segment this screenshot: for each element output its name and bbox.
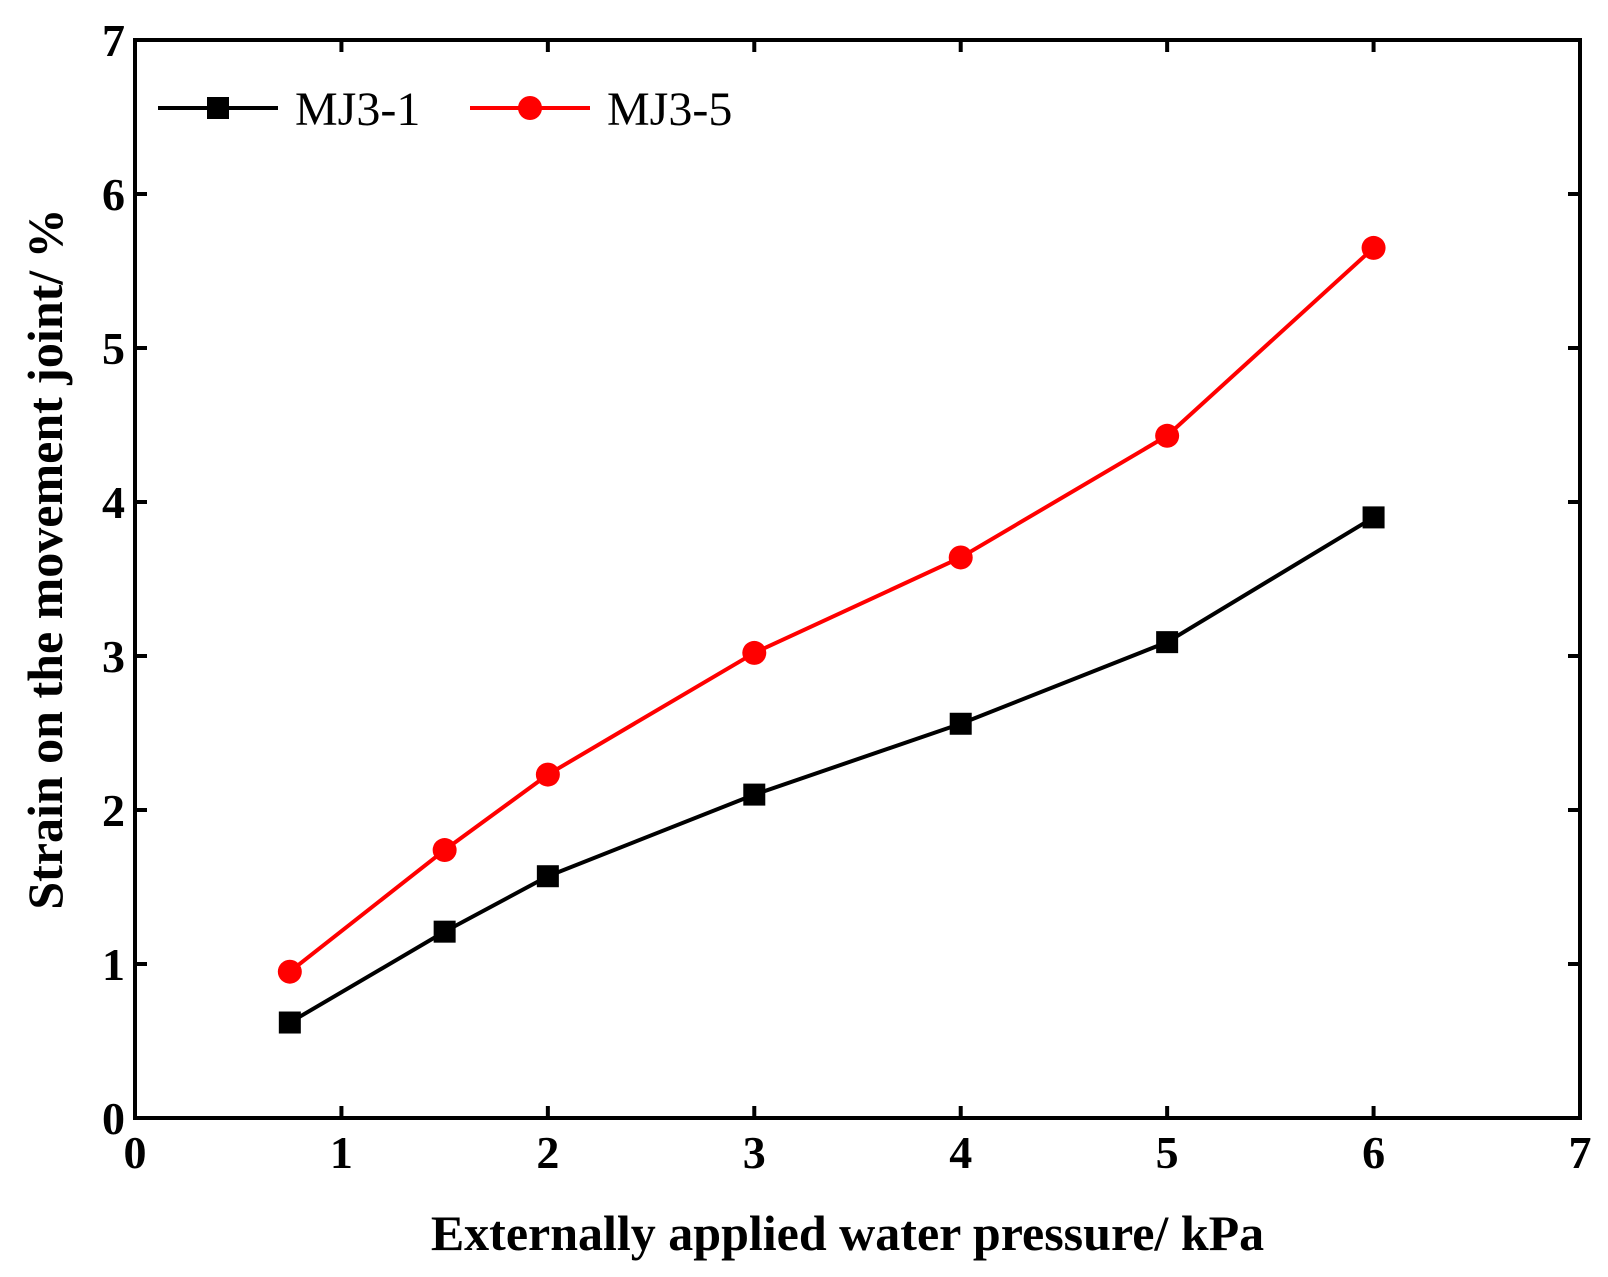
data-point	[949, 712, 972, 735]
axes	[133, 38, 1582, 1120]
legend-entry: MJ3-5	[470, 83, 732, 136]
legend-marker	[207, 97, 229, 119]
y-tick-label: 2	[102, 785, 125, 836]
x-tick-label: 3	[743, 1127, 766, 1178]
data-point	[1155, 423, 1180, 448]
x-tick-label: 0	[124, 1127, 147, 1178]
data-point	[278, 1011, 301, 1034]
data-point	[432, 838, 457, 863]
ticks: 0 1 2 3 4 5 6 7 0 1 2 3 4 5 6 7	[102, 15, 1592, 1178]
data-point	[536, 865, 559, 888]
legend-label: MJ3-5	[607, 83, 732, 136]
data-point	[1362, 506, 1385, 529]
plot-frame	[133, 38, 1582, 1120]
series-MJ3-5	[277, 235, 1386, 984]
x-tick-label: 2	[536, 1127, 559, 1178]
data-point	[742, 640, 767, 665]
series-line	[288, 246, 1375, 974]
y-tick-label: 7	[102, 15, 125, 66]
x-tick-label: 5	[1156, 1127, 1179, 1178]
x-tick-label: 7	[1569, 1127, 1592, 1178]
x-tick-label: 6	[1362, 1127, 1385, 1178]
x-tick-label: 4	[949, 1127, 972, 1178]
y-tick-label: 4	[102, 477, 125, 528]
series-line	[288, 515, 1375, 1025]
y-axis-title: Strain on the movement joint/ %	[17, 208, 73, 909]
data-point	[535, 762, 560, 787]
legend-label: MJ3-1	[295, 83, 420, 136]
y-tick-label: 0	[102, 1093, 125, 1144]
data-point	[277, 959, 302, 984]
legend-marker	[518, 96, 542, 120]
y-tick-label: 5	[102, 323, 125, 374]
series-MJ3-1	[278, 506, 1385, 1034]
legend-entry: MJ3-1	[158, 83, 420, 136]
data-point	[1156, 631, 1179, 654]
y-tick-label: 3	[102, 631, 125, 682]
series	[277, 235, 1386, 1034]
y-tick-label: 1	[102, 939, 125, 990]
data-point	[433, 920, 456, 943]
x-axis-title: Externally applied water pressure/ kPa	[431, 1205, 1264, 1261]
y-tick-label: 6	[102, 169, 125, 220]
legend: MJ3-1 MJ3-5	[158, 83, 732, 136]
data-point	[948, 545, 973, 570]
x-tick-label: 1	[330, 1127, 353, 1178]
data-point	[743, 783, 766, 806]
data-point	[1361, 235, 1386, 260]
